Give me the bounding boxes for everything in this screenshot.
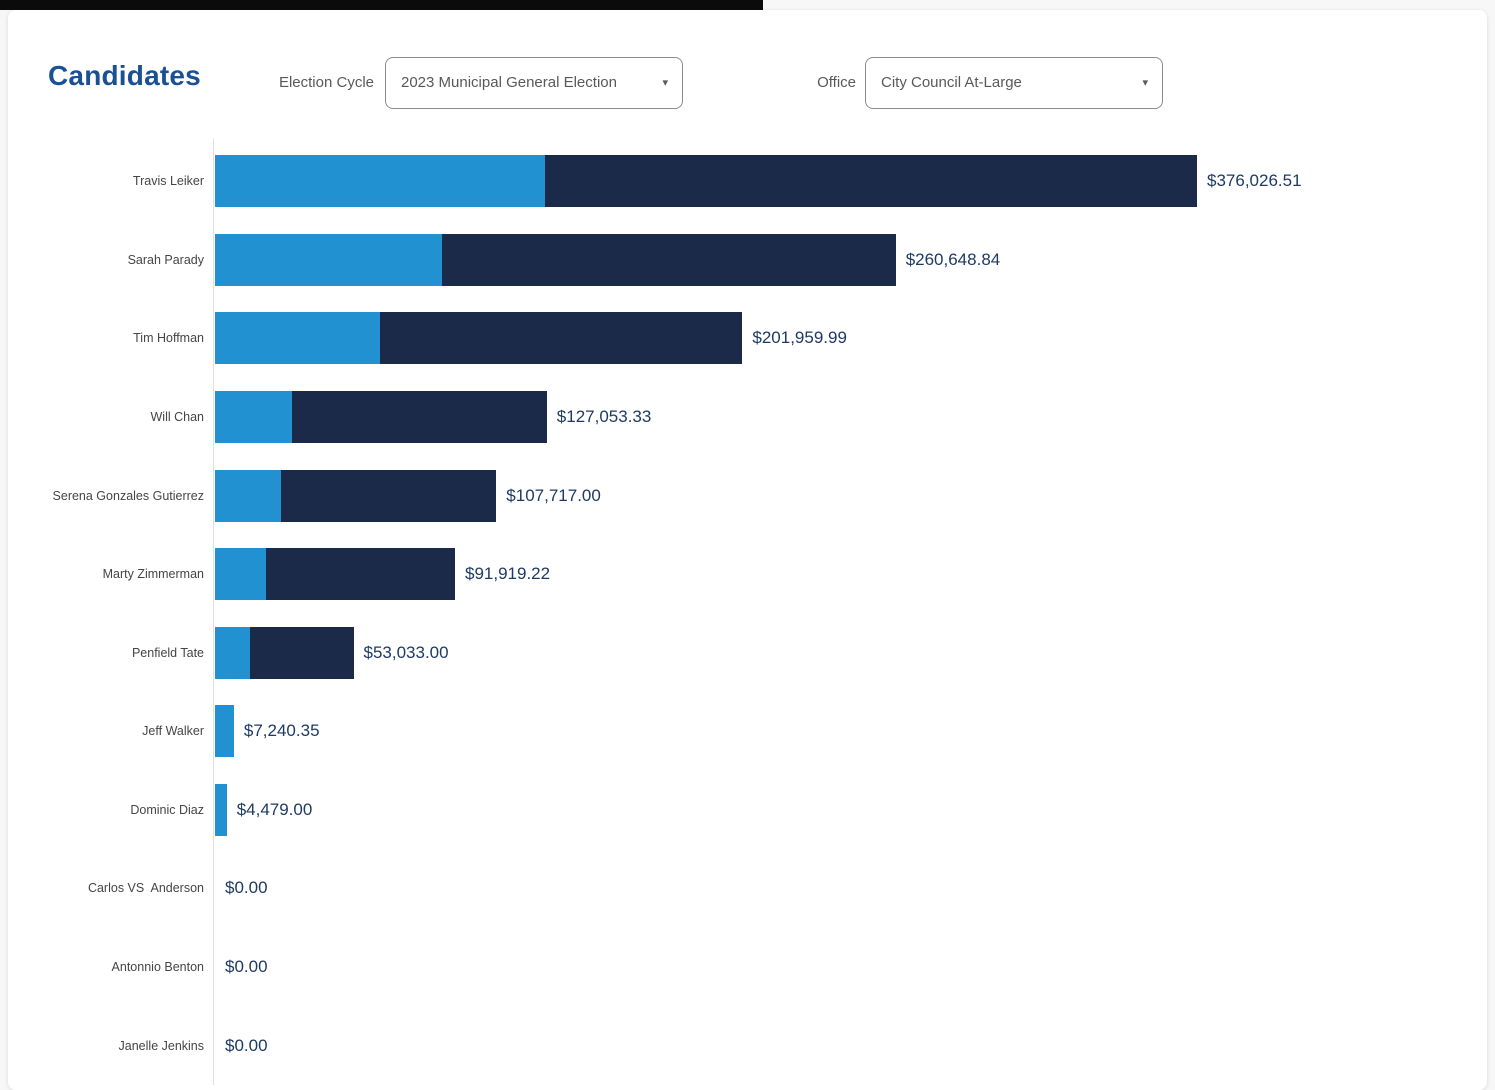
candidate-name-label: Sarah Parady [127,252,204,267]
bar-segment-blue[interactable] [215,391,292,444]
election-cycle-select[interactable]: 2023 Municipal General Election ▾ [385,57,683,109]
bar-value-label: $107,717.00 [506,485,601,505]
bar-group: $127,053.33 [215,391,1495,444]
candidate-name-label: Will Chan [150,410,205,425]
bar-group: $0.00 [215,862,1495,914]
bar-segment-navy[interactable] [380,312,743,365]
candidate-name-label: Dominic Diaz [130,802,204,817]
bar-value-label: $53,033.00 [363,642,449,662]
chart-row: Jeff Walker $7,240.35 [8,692,1495,771]
bar-group: $201,959.99 [215,312,1495,365]
bar-segment-blue[interactable] [215,155,545,208]
bar-segment-blue[interactable] [215,548,266,601]
bar-segment-navy[interactable] [250,626,354,679]
bar-value-label: $376,026.51 [1207,171,1302,191]
bar-value-label: $201,959.99 [752,328,847,348]
bar-group: $7,240.35 [215,705,1495,758]
bar-value-label: $7,240.35 [243,721,320,741]
bar-segment-blue[interactable] [215,233,442,286]
bar-group: $4,479.00 [215,783,1495,836]
chart-row: Marty Zimmerman $91,919.22 [8,535,1495,614]
candidate-name-label: Serena Gonzales Gutierrez [52,488,204,503]
candidate-name-label: Tim Hoffman [133,331,204,346]
chart-row: Janelle Jenkins $0.00 [8,1006,1495,1085]
election-cycle-label: Election Cycle [278,74,374,91]
candidate-name-label: Marty Zimmerman [102,567,204,582]
chart-row: Antonnio Benton $0.00 [8,928,1495,1007]
candidates-funds-chart: Travis Leiker $376,026.51 Sarah Parady $260… [8,138,1495,1085]
chevron-down-icon: ▾ [662,77,668,89]
candidate-name-label: Jeff Walker [142,724,204,739]
bar-value-label: $0.00 [225,878,268,898]
chart-row: Carlos VS Anderson $0.00 [8,849,1495,928]
chevron-down-icon: ▾ [1142,77,1148,89]
bar-segment-navy[interactable] [281,469,497,522]
office-selected-value: City Council At-Large [881,74,1022,91]
bar-value-label: $4,479.00 [236,799,313,819]
candidate-name-label: Antonnio Benton [111,960,204,975]
top-black-bar [0,0,763,10]
chart-row: Serena Gonzales Gutierrez $107,717.00 [8,456,1495,535]
bar-value-label: $0.00 [225,1035,268,1055]
bar-segment-navy[interactable] [292,391,547,444]
bar-group: $0.00 [215,1020,1495,1072]
chart-row: Dominic Diaz $4,479.00 [8,771,1495,850]
bar-value-label: $0.00 [225,957,268,977]
bar-group: $0.00 [215,941,1495,993]
chart-row: Penfield Tate $53,033.00 [8,613,1495,692]
bar-segment-blue[interactable] [215,469,281,522]
candidate-name-label: Janelle Jenkins [118,1038,204,1053]
chart-row: Sarah Parady $260,648.84 [8,221,1495,300]
bar-segment-navy[interactable] [266,548,455,601]
bar-value-label: $91,919.22 [465,564,551,584]
office-label: Office [817,74,856,91]
bar-group: $91,919.22 [215,548,1495,601]
bar-segment-navy[interactable] [545,155,1197,208]
chart-row: Tim Hoffman $201,959.99 [8,299,1495,378]
bar-value-label: $127,053.33 [556,407,652,427]
content-panel: Candidates Election Cycle 2023 Municipal… [8,10,1487,1090]
bar-segment-blue[interactable] [215,705,234,758]
bar-segment-blue[interactable] [215,783,227,836]
page-title: Candidates [48,60,201,91]
candidate-name-label: Penfield Tate [131,645,204,660]
bar-segment-blue[interactable] [215,312,380,365]
bar-group: $107,717.00 [215,469,1495,522]
bar-value-label: $260,648.84 [905,249,1001,269]
bar-group: $53,033.00 [215,626,1495,679]
election-cycle-selected-value: 2023 Municipal General Election [401,74,617,91]
candidate-name-label: Travis Leiker [132,174,204,189]
chart-row: Travis Leiker $376,026.51 [8,142,1495,221]
bar-segment-blue[interactable] [215,626,250,679]
y-axis-line [213,138,214,1085]
bar-segment-navy[interactable] [442,233,896,286]
candidate-name-label: Carlos VS Anderson [87,881,204,896]
bar-group: $376,026.51 [215,155,1495,208]
bar-group: $260,648.84 [215,233,1495,286]
office-select[interactable]: City Council At-Large ▾ [865,57,1163,109]
chart-row: Will Chan $127,053.33 [8,378,1495,457]
